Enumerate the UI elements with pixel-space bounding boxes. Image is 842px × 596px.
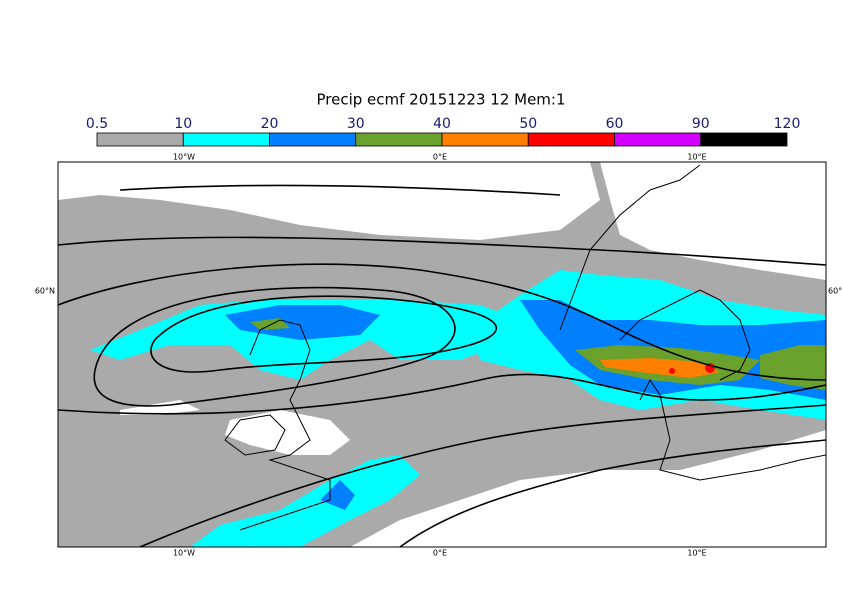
map-frame (57, 161, 827, 548)
colorbar-label: 40 (433, 116, 451, 132)
longitude-label: 10°W (173, 549, 195, 558)
latitude-label: 60°N (828, 287, 842, 296)
colorbar-label: 120 (774, 116, 801, 132)
colorbar-swatch (527, 132, 615, 147)
colorbar-label: 0.5 (86, 116, 108, 132)
colorbar-label: 10 (174, 116, 192, 132)
colorbar-swatch (614, 132, 702, 147)
colorbar-swatch (182, 132, 270, 147)
longitude-label: 0°E (433, 549, 447, 558)
colorbar-label: 90 (692, 116, 710, 132)
no-precip-ireland (225, 410, 350, 455)
colorbar: 0.5 10 20 30 40 50 60 90 120 (86, 116, 801, 147)
no-precip-europe (350, 430, 826, 547)
isobars (58, 184, 826, 547)
map-area (58, 162, 826, 547)
longitude-label: 10°E (687, 549, 706, 558)
precip-30-40 (250, 318, 290, 330)
coastlines (224, 164, 826, 531)
colorbar-label: 30 (347, 116, 365, 132)
geo-labels: 10°W 0°E 10°E 10°W 0°E 10°E 60°N 60°N (35, 153, 842, 558)
longitude-label: 0°E (433, 153, 447, 162)
map-title: Precip ecmf 20151223 12 Mem:1 (316, 91, 565, 109)
longitude-label: 10°E (687, 153, 706, 162)
colorbar-label: 20 (261, 116, 279, 132)
no-precip-north (58, 162, 600, 240)
no-precip-scandinavia (600, 162, 826, 280)
colorbar-label: 60 (606, 116, 624, 132)
colorbar-label: 50 (519, 116, 537, 132)
colorbar-swatch (441, 132, 529, 147)
precip-40-50 (600, 358, 720, 378)
latitude-label: 60°N (35, 287, 55, 296)
precip-10-20 (90, 300, 520, 380)
precip-10-20 (190, 455, 420, 547)
colorbar-swatch (96, 132, 184, 147)
colorbar-swatch (355, 132, 443, 147)
precip-20-30 (225, 305, 380, 340)
precip-50-60 (669, 368, 675, 374)
precip-30-40 (760, 345, 826, 390)
longitude-label: 10°W (173, 153, 195, 162)
colorbar-swatch (269, 132, 357, 147)
colorbar-swatch (700, 132, 788, 147)
precip-20-30 (320, 480, 355, 510)
